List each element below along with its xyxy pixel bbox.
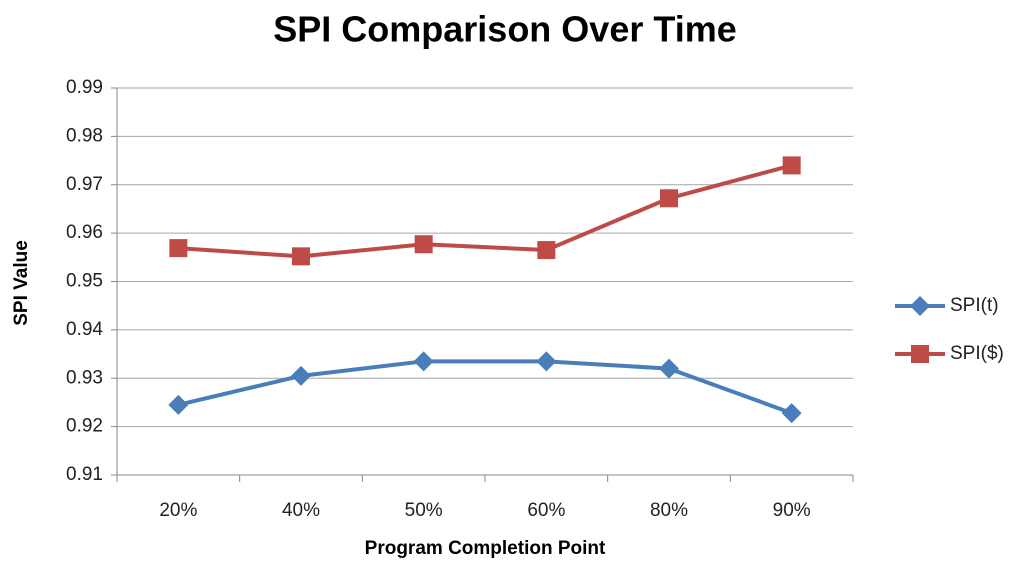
x-tick-label: 50% [405,500,443,521]
data-point [536,351,557,372]
y-tick-label: 0.97 [66,174,103,195]
data-point [292,247,310,266]
x-axis-title: Program Completion Point [365,538,606,559]
data-point [413,351,434,372]
data-point [414,235,433,254]
x-tick-label: 90% [773,500,811,521]
x-tick-label: 60% [527,500,565,521]
series-line [178,163,793,259]
legend-marker [910,296,930,316]
y-tick-label: 0.94 [66,319,103,340]
legend-label: SPI(t) [950,295,999,316]
data-point [781,403,802,424]
series-line [177,359,793,415]
y-tick-label: 0.93 [66,367,103,388]
data-point [660,189,678,208]
x-tick-label: 40% [282,500,320,521]
data-point [537,241,556,260]
x-tick-label: 20% [159,500,197,521]
chart-title: SPI Comparison Over Time [273,9,736,50]
legend-label: SPI($) [950,343,1004,364]
legend-marker [911,345,929,363]
y-tick-label: 0.91 [66,464,103,485]
y-axis-title: SPI Value [11,240,32,326]
y-tick-label: 0.95 [66,271,103,292]
data-point [168,394,189,415]
y-tick-label: 0.96 [66,222,103,243]
y-tick-label: 0.98 [66,125,103,146]
data-point [782,156,801,175]
x-tick-label: 80% [650,500,688,521]
data-point [291,365,311,386]
y-tick-label: 0.92 [66,416,103,437]
data-point [169,239,188,258]
y-tick-label: 0.99 [66,77,103,98]
data-point [659,358,679,379]
